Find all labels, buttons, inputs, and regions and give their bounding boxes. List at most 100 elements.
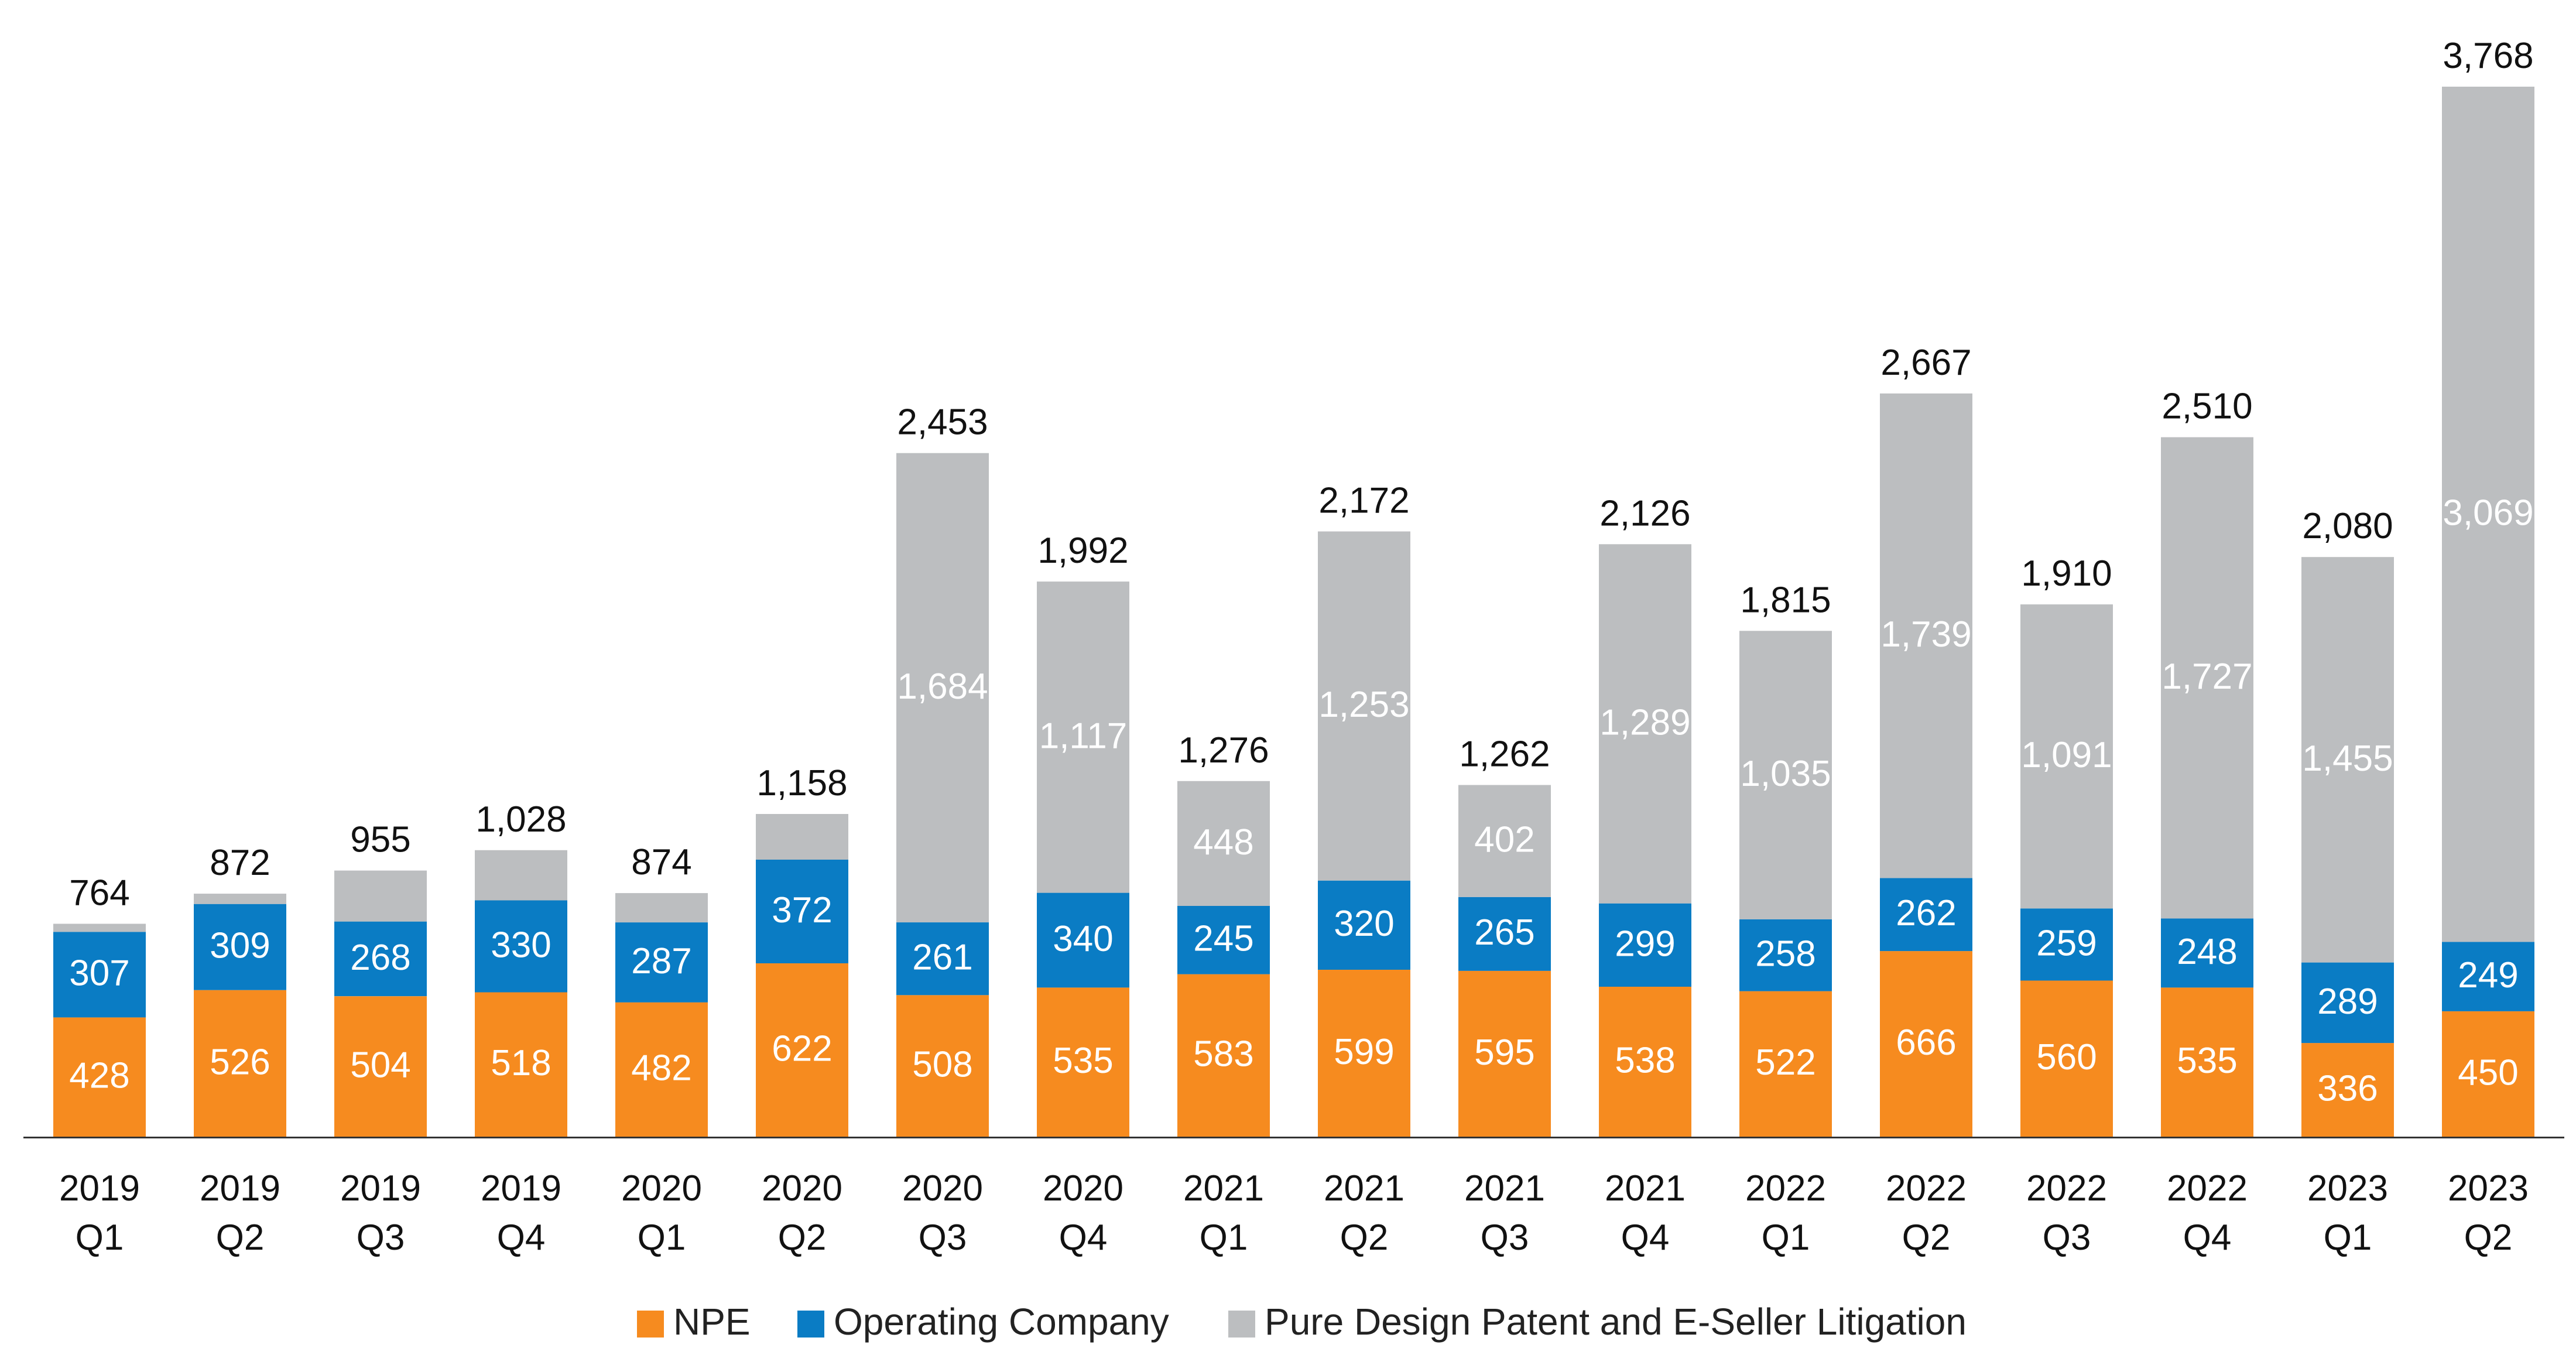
x-tick-label: 2020 Q3 — [902, 1168, 983, 1258]
x-tick-label: 2021 Q2 — [1324, 1168, 1405, 1258]
segment-data-label: 1,035 — [1740, 754, 1831, 794]
segment-data-label: 372 — [772, 890, 832, 931]
segment-data-label: 1,455 — [2302, 738, 2393, 779]
x-tick-line: 2023 — [2307, 1168, 2388, 1209]
x-tick-line: Q2 — [216, 1217, 265, 1258]
segment-data-label: 258 — [1755, 934, 1815, 974]
segment-data-label: 307 — [69, 953, 129, 994]
bar-total-label: 1,815 — [1740, 580, 1831, 620]
segment-data-label: 336 — [2317, 1068, 2378, 1109]
segment-data-label: 560 — [2036, 1037, 2097, 1077]
legend-swatch — [637, 1311, 664, 1338]
segment-data-label: 320 — [1334, 904, 1394, 944]
segment-data-label: 666 — [1896, 1022, 1956, 1063]
segment-data-label: 309 — [210, 926, 270, 966]
bar-total-label: 3,768 — [2443, 36, 2533, 76]
segment-data-label: 245 — [1193, 919, 1253, 959]
bar-total-label: 1,992 — [1037, 531, 1128, 571]
x-tick-line: Q2 — [778, 1217, 827, 1258]
segment-data-label: 1,684 — [897, 666, 988, 707]
segment-data-label: 538 — [1615, 1040, 1675, 1080]
bar-total-label: 874 — [631, 842, 691, 882]
legend-label: NPE — [673, 1301, 751, 1343]
stacked-bar-chart: 4283077645263098725042689555183301,02848… — [0, 0, 2576, 1358]
segment-data-label: 428 — [69, 1056, 129, 1096]
bar-total-label: 2,126 — [1599, 493, 1690, 533]
x-tick-line: 2019 — [59, 1168, 140, 1209]
segment-data-label: 448 — [1193, 822, 1253, 863]
x-tick-line: 2020 — [902, 1168, 983, 1209]
segment-data-label: 482 — [631, 1048, 691, 1089]
segment-data-label: 508 — [912, 1044, 972, 1085]
segment-data-label: 535 — [1053, 1041, 1113, 1081]
x-tick-line: 2020 — [762, 1168, 842, 1209]
x-tick-label: 2020 Q2 — [762, 1168, 842, 1258]
segment-data-label: 622 — [772, 1028, 832, 1069]
x-tick-label: 2023Q1 — [2307, 1168, 2388, 1258]
segment-data-label: 402 — [1474, 819, 1534, 860]
x-tick-labels: 2019Q12019Q22019Q32019Q42020Q12020Q22020… — [59, 1168, 2529, 1258]
segment-data-label: 1,117 — [1039, 716, 1128, 756]
x-tick-line: Q4 — [1621, 1217, 1670, 1258]
x-tick-label: 2022Q4 — [2167, 1168, 2248, 1258]
legend-swatch — [1228, 1311, 1255, 1338]
x-tick-line: Q3 — [919, 1217, 967, 1258]
segment-data-label: 504 — [350, 1045, 410, 1085]
bar-segment — [475, 850, 567, 901]
x-tick-label: 2021Q1 — [1183, 1168, 1264, 1258]
segment-data-label: 299 — [1615, 923, 1675, 964]
x-tick-label: 2021 Q4 — [1605, 1168, 1686, 1258]
x-tick-line: Q2 — [1340, 1217, 1389, 1258]
bar-total-label: 872 — [210, 843, 270, 883]
bar-total-label: 955 — [350, 820, 410, 860]
segment-data-label: 262 — [1896, 893, 1956, 933]
x-tick-label: 2022Q3 — [2026, 1168, 2107, 1258]
segment-data-label: 268 — [350, 938, 410, 978]
x-tick-line: 2021 — [1605, 1168, 1686, 1209]
segment-data-label: 1,289 — [1599, 702, 1690, 743]
x-tick-line: Q4 — [497, 1217, 546, 1258]
segment-data-label: 535 — [2177, 1041, 2237, 1081]
bar-total-label: 1,262 — [1459, 734, 1550, 775]
segment-data-label: 1,253 — [1318, 685, 1409, 725]
bar-total-label: 1,276 — [1178, 730, 1269, 771]
x-tick-label: 2019Q2 — [200, 1168, 280, 1258]
bar-total-label: 2,667 — [1880, 343, 1971, 383]
x-tick-line: 2022 — [1745, 1168, 1826, 1209]
x-tick-line: 2022 — [1886, 1168, 1967, 1209]
bars-layer — [53, 87, 2534, 1137]
segment-data-label: 522 — [1755, 1042, 1815, 1083]
legend-label: Operating Company — [834, 1301, 1169, 1343]
x-tick-line: 2020 — [1043, 1168, 1123, 1209]
segment-data-label: 340 — [1053, 919, 1113, 959]
x-tick-line: 2021 — [1183, 1168, 1264, 1209]
x-tick-line: Q2 — [1902, 1217, 1951, 1258]
x-tick-line: 2021 — [1324, 1168, 1405, 1209]
bar-total-label: 1,910 — [2021, 553, 2112, 594]
bar-total-label: 2,080 — [2302, 506, 2393, 546]
legend: NPEOperating CompanyPure Design Patent a… — [637, 1301, 1967, 1343]
segment-data-label: 330 — [491, 925, 551, 965]
segment-data-label: 249 — [2458, 955, 2518, 996]
x-tick-line: 2019 — [481, 1168, 561, 1209]
x-tick-line: Q3 — [1481, 1217, 1529, 1258]
segment-data-label: 259 — [2036, 923, 2097, 963]
bar-segment — [194, 894, 286, 904]
segment-data-label: 1,739 — [1880, 614, 1971, 655]
segment-data-label: 526 — [210, 1042, 270, 1082]
x-tick-label: 2022 Q2 — [1886, 1168, 1967, 1258]
bar-total-label: 1,158 — [756, 763, 847, 803]
x-tick-line: Q3 — [2043, 1217, 2091, 1258]
x-tick-label: 2023Q2 — [2448, 1168, 2529, 1258]
x-tick-label: 2020Q4 — [1043, 1168, 1123, 1258]
x-tick-line: Q1 — [638, 1217, 686, 1258]
x-tick-label: 2021 Q3 — [1464, 1168, 1545, 1258]
bar-segment — [334, 871, 427, 922]
x-tick-label: 2020Q1 — [621, 1168, 702, 1258]
x-tick-line: 2021 — [1464, 1168, 1545, 1209]
bar-total-label: 1,028 — [475, 799, 566, 840]
x-tick-line: Q3 — [357, 1217, 405, 1258]
segment-data-label: 248 — [2177, 932, 2237, 972]
x-tick-label: 2019Q3 — [340, 1168, 421, 1258]
segment-data-label: 1,727 — [2161, 656, 2252, 697]
